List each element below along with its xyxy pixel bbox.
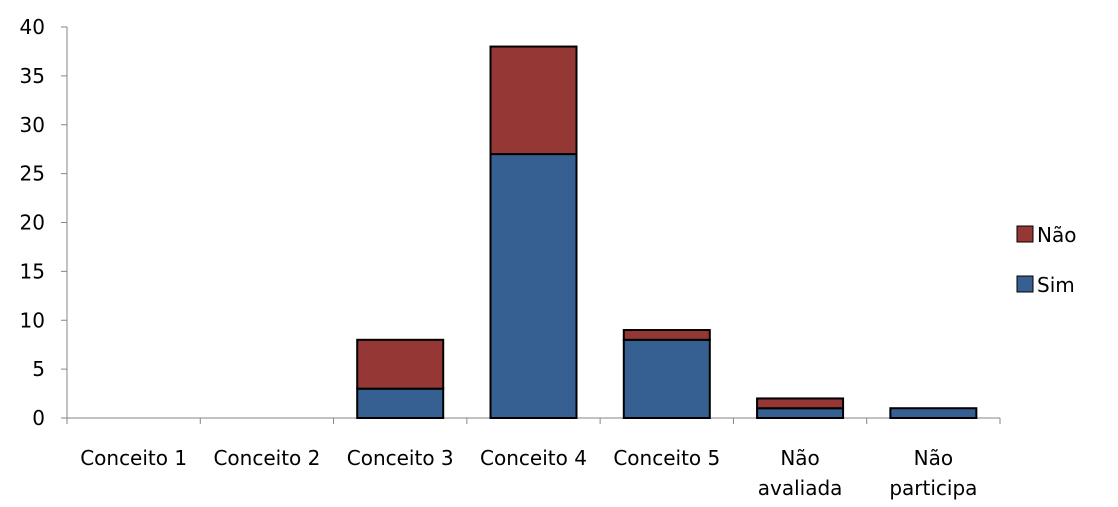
bars xyxy=(356,45,978,420)
y-tick-label: 40 xyxy=(20,15,45,39)
y-tick-label: 0 xyxy=(32,406,45,430)
x-tick-label: Não avaliada xyxy=(758,446,843,500)
bar-n-o-5 xyxy=(622,329,711,341)
bar-sim-4 xyxy=(489,153,578,419)
y-tick-label: 10 xyxy=(20,308,45,332)
bar-sim-6 xyxy=(756,407,845,420)
x-tick-label: Conceito 1 xyxy=(80,446,187,470)
x-tick-label: Não participa xyxy=(889,446,977,500)
y-tick-label: 5 xyxy=(32,357,45,381)
bar-n-o-6 xyxy=(756,397,845,410)
y-tick-label: 25 xyxy=(20,162,45,186)
legend-swatch xyxy=(1016,225,1034,243)
bar-n-o-4 xyxy=(489,45,578,156)
legend-label: Sim xyxy=(1037,273,1075,297)
x-tick-label: Conceito 2 xyxy=(213,446,320,470)
y-tick-label: 15 xyxy=(20,259,45,283)
y-tick-label: 30 xyxy=(20,113,45,137)
bar-sim-7 xyxy=(889,407,978,420)
bar-n-o-3 xyxy=(356,338,445,390)
y-tick-label: 35 xyxy=(20,64,45,88)
x-axis: Conceito 1 Conceito 2 Conceito 3 Conceito 4… xyxy=(66,417,1001,500)
bar-sim-5 xyxy=(622,338,711,419)
legend-swatch xyxy=(1016,275,1034,293)
bar-sim-3 xyxy=(356,387,445,419)
legend: Não Sim xyxy=(1016,223,1076,297)
y-axis: 0 5 10 15 20 25 30 35 40 xyxy=(20,15,68,430)
x-tick-label: Conceito 3 xyxy=(347,446,454,470)
x-tick-label: Conceito 4 xyxy=(480,446,587,470)
y-tick-label: 20 xyxy=(20,211,45,235)
x-tick-label: Conceito 5 xyxy=(613,446,720,470)
legend-label: Não xyxy=(1037,223,1076,247)
